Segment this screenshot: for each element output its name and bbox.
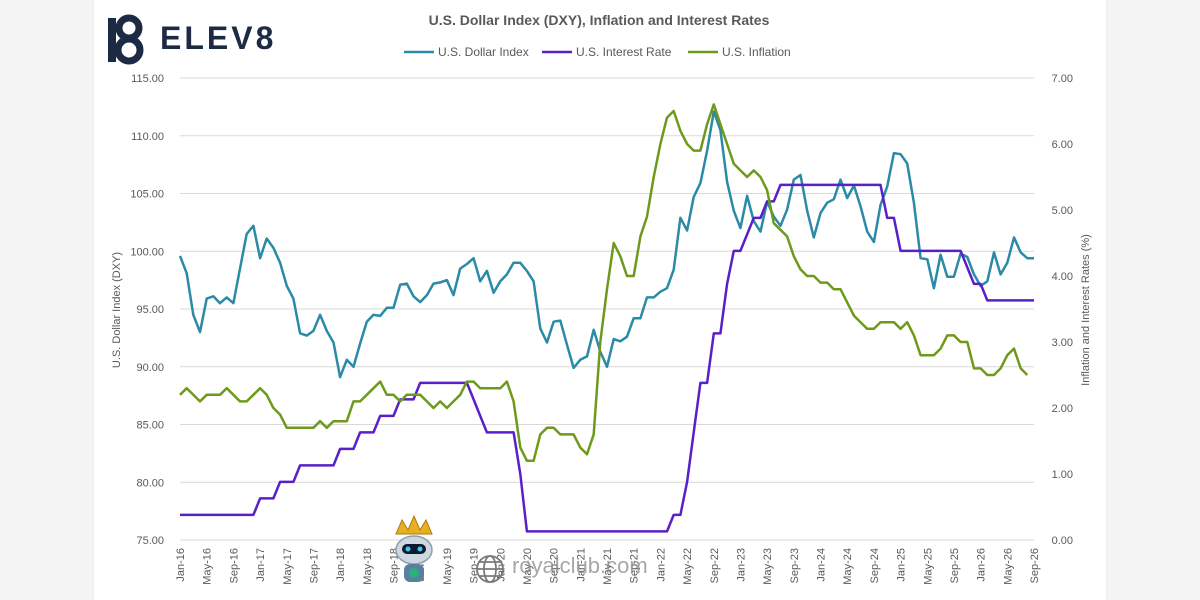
x-tick-label: May-24: [842, 548, 854, 585]
x-tick-label: Jan-16: [175, 548, 187, 582]
left-tick-label: 105.00: [130, 189, 164, 201]
brand-logo-text: ELEV8: [160, 20, 277, 56]
series-line-dxy: [178, 110, 1034, 379]
x-tick-label: May-18: [362, 548, 374, 585]
left-axis-ticks: 75.00 80.00 85.00 90.00 95.00 100.00 105.00 110…: [130, 73, 164, 547]
legend-label-inflation: U.S. Inflation: [722, 45, 791, 59]
left-tick-label: 110.00: [131, 131, 164, 143]
x-tick-label: May-26: [1002, 548, 1014, 585]
x-tick-label: May-17: [282, 548, 294, 585]
x-tick-label: May-21: [602, 548, 614, 585]
right-tick-label: 1.00: [1052, 469, 1073, 481]
x-tick-label: Sep-16: [228, 548, 240, 583]
x-tick-label: Jan-21: [575, 548, 587, 582]
right-axis-ticks: 0.00 1.00 2.00 3.00 4.00 5.00 6.00 7.00: [1052, 73, 1073, 547]
x-tick-label: Sep-21: [629, 548, 641, 583]
x-tick-label: Sep-26: [1029, 548, 1041, 583]
x-tick-label: Sep-20: [549, 548, 561, 583]
series-line-interest-rate: [180, 183, 1034, 533]
right-tick-label: 2.00: [1052, 403, 1073, 415]
left-tick-label: 80.00: [136, 477, 164, 489]
x-tick-label: May-19: [442, 548, 454, 585]
right-tick-label: 6.00: [1052, 139, 1073, 151]
x-tick-label: Jan-23: [735, 548, 747, 582]
legend-label-rate: U.S. Interest Rate: [576, 45, 672, 59]
x-tick-label: Sep-17: [308, 548, 320, 583]
left-tick-label: 75.00: [136, 535, 164, 547]
legend: U.S. Dollar Index U.S. Interest Rate U.S…: [404, 45, 791, 59]
series-line-inflation: [179, 103, 1029, 463]
x-tick-label: Jan-22: [655, 548, 667, 582]
x-tick-label: Jan-17: [255, 548, 267, 582]
right-tick-label: 7.00: [1052, 73, 1073, 85]
x-tick-label: Sep-22: [709, 548, 721, 583]
series-lines: [178, 103, 1034, 533]
left-tick-label: 90.00: [136, 362, 164, 374]
right-tick-label: 4.00: [1052, 271, 1073, 283]
x-tick-label: Jan-18: [335, 548, 347, 582]
x-tick-label: Jan-25: [896, 548, 908, 582]
x-tick-label: Sep-25: [949, 548, 961, 583]
left-axis-label: U.S. Dollar Index (DXY): [111, 252, 123, 368]
x-tick-label: May-20: [522, 548, 534, 585]
left-tick-label: 100.00: [130, 246, 164, 258]
x-tick-label: May-23: [762, 548, 774, 585]
x-tick-label: Jan-26: [976, 548, 988, 582]
legend-label-dxy: U.S. Dollar Index: [438, 45, 529, 59]
x-tick-label: May-22: [682, 548, 694, 585]
x-tick-label: Jan-20: [495, 548, 507, 582]
elev8-logo-icon: [108, 14, 144, 65]
right-tick-label: 5.00: [1052, 205, 1073, 217]
globe-icon: [476, 555, 504, 583]
x-axis-ticks: Jan-16 May-16 Sep-16 Jan-17 May-17 Sep-17 Jan-…: [175, 548, 1041, 585]
x-tick-label: May-25: [922, 548, 934, 585]
left-tick-label: 95.00: [136, 304, 164, 316]
x-tick-label: Sep-23: [789, 548, 801, 583]
right-tick-label: 0.00: [1052, 535, 1073, 547]
watermark-text: royalclub.com: [512, 553, 648, 578]
mascot-robot-icon: [395, 514, 433, 582]
chart-title: U.S. Dollar Index (DXY), Inflation and I…: [429, 12, 770, 28]
x-tick-label: Sep-24: [869, 548, 881, 583]
x-tick-label: Jan-24: [816, 548, 828, 582]
left-tick-label: 85.00: [136, 420, 164, 432]
x-tick-label: May-16: [202, 548, 214, 585]
chart-card: [94, 0, 1106, 600]
right-tick-label: 3.00: [1052, 337, 1073, 349]
right-axis-label: Inflation and Interest Rates (%): [1080, 234, 1092, 386]
left-tick-label: 115.00: [131, 73, 164, 85]
gridlines: [180, 77, 1034, 541]
